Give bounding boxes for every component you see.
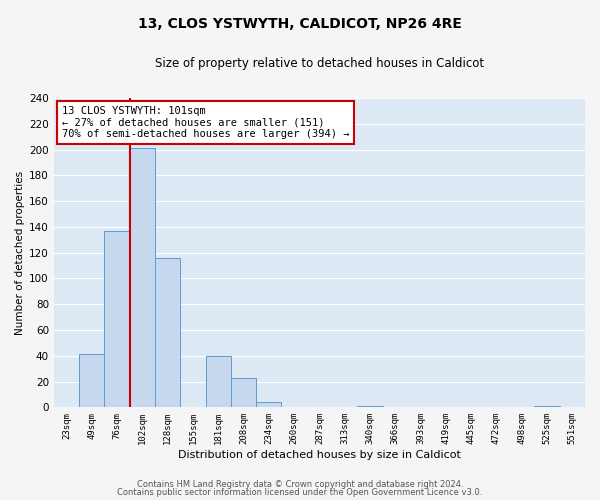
Bar (206, 356, 231, 408)
Title: Size of property relative to detached houses in Caldicot: Size of property relative to detached ho… (155, 58, 484, 70)
Bar (104, 231, 130, 408)
Text: Contains HM Land Registry data © Crown copyright and database right 2024.: Contains HM Land Registry data © Crown c… (137, 480, 463, 489)
Bar (130, 148, 155, 408)
Bar (358, 406, 383, 407)
Bar (535, 406, 560, 407)
Bar (155, 258, 180, 408)
Y-axis label: Number of detached properties: Number of detached properties (15, 170, 25, 335)
Bar (231, 378, 256, 408)
Text: 13, CLOS YSTWYTH, CALDICOT, NP26 4RE: 13, CLOS YSTWYTH, CALDICOT, NP26 4RE (138, 18, 462, 32)
Text: 13 CLOS YSTWYTH: 101sqm
← 27% of detached houses are smaller (151)
70% of semi-d: 13 CLOS YSTWYTH: 101sqm ← 27% of detache… (62, 106, 349, 139)
X-axis label: Distribution of detached houses by size in Caldicot: Distribution of detached houses by size … (178, 450, 461, 460)
Bar (256, 402, 281, 407)
Text: Contains public sector information licensed under the Open Government Licence v3: Contains public sector information licen… (118, 488, 482, 497)
Bar (79, 354, 104, 408)
